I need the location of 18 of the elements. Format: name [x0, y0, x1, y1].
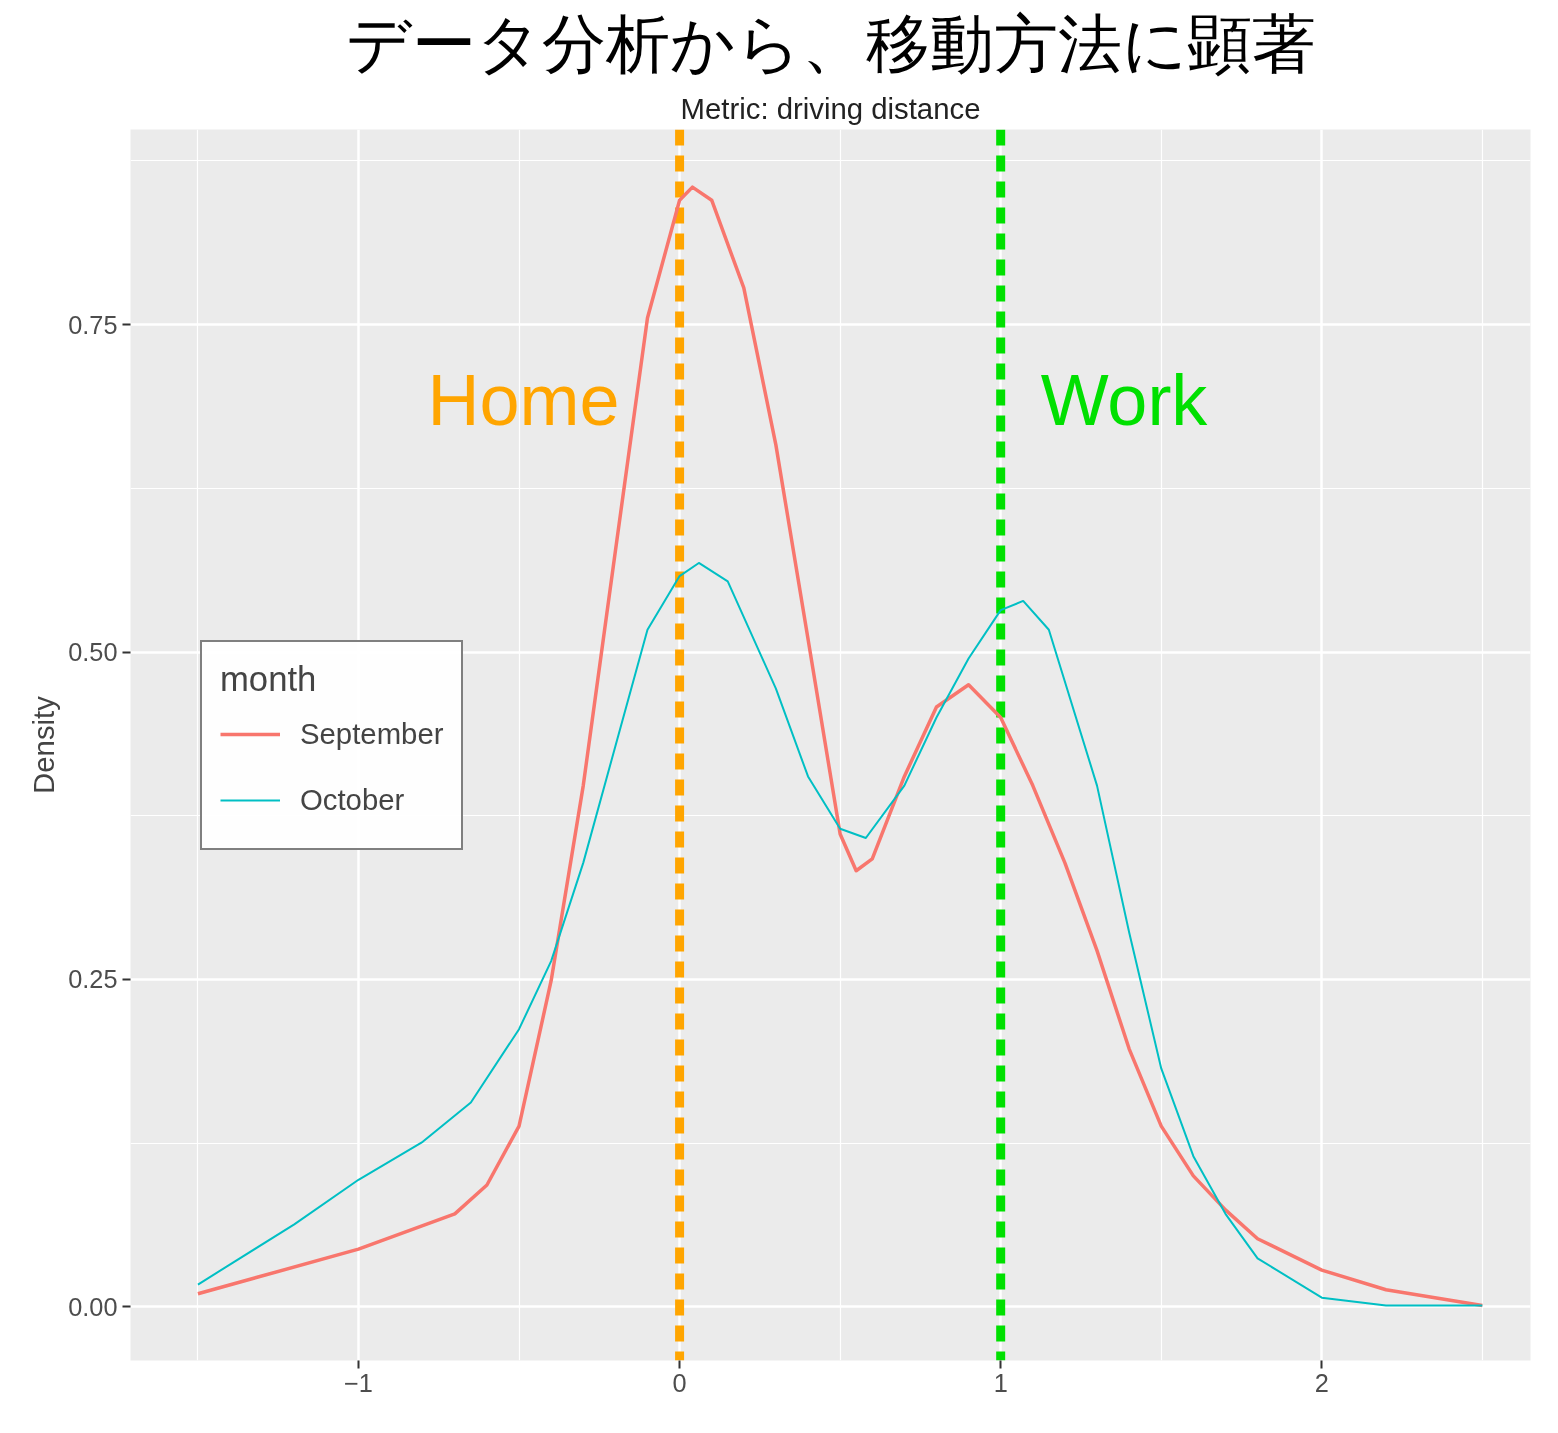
- y-axis-title: Density: [27, 695, 61, 794]
- x-tick-label: 0: [672, 1368, 687, 1397]
- legend-label: September: [300, 716, 444, 751]
- y-tick-label: 0.75: [68, 310, 118, 339]
- x-tick-label: −1: [344, 1368, 373, 1397]
- x-tick-label: 1: [993, 1368, 1008, 1397]
- ref-line-label: Work: [1040, 360, 1209, 441]
- x-tick-label: 2: [1314, 1368, 1329, 1397]
- ref-line-label: Home: [427, 360, 620, 441]
- chart-title: データ分析から、移動方法に顕著: [345, 7, 1316, 80]
- line-series: [196, 561, 1484, 1307]
- y-tick-label: 0.25: [68, 965, 118, 994]
- legend-title: month: [220, 659, 318, 699]
- y-tick-label: 0.50: [68, 638, 118, 667]
- chart-subtitle: Metric: driving distance: [680, 91, 981, 125]
- line-series: [196, 185, 1485, 1308]
- legend-label: October: [300, 782, 405, 817]
- y-tick-label: 0.00: [68, 1292, 118, 1321]
